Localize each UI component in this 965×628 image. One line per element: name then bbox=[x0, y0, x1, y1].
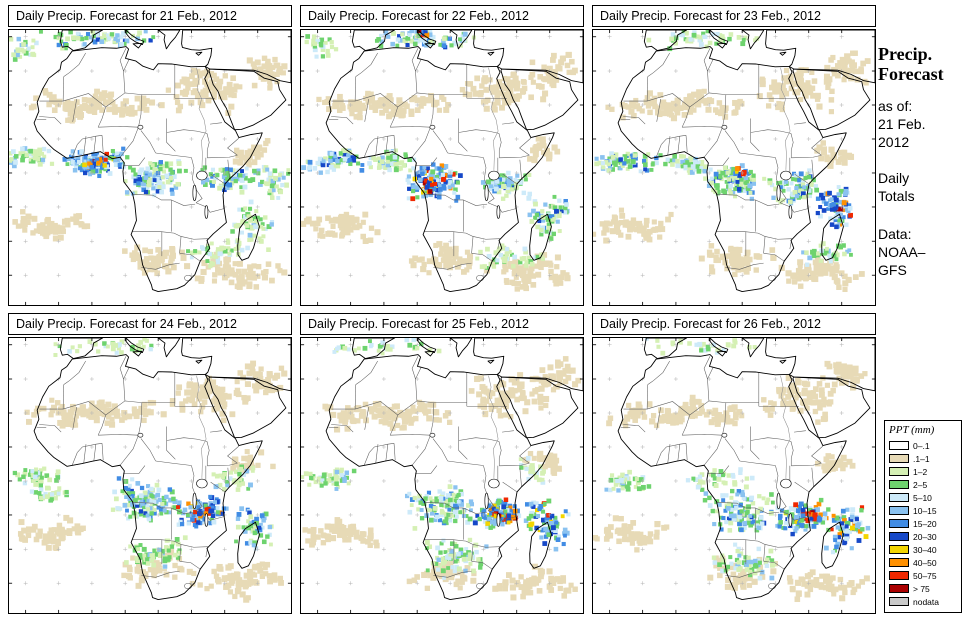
legend-swatch bbox=[889, 571, 909, 580]
legend-swatch bbox=[889, 532, 909, 541]
legend-swatch bbox=[889, 454, 909, 463]
legend-swatch bbox=[889, 597, 909, 606]
legend-label: 15–20 bbox=[913, 518, 937, 529]
legend-swatch bbox=[889, 506, 909, 515]
africa-precip-map-2 bbox=[300, 29, 584, 306]
africa-precip-map-5 bbox=[300, 337, 584, 614]
map-svg bbox=[9, 338, 291, 613]
legend-swatch bbox=[889, 480, 909, 489]
africa-precip-map-1 bbox=[8, 29, 292, 306]
panel-title-3: Daily Precip. Forecast for 23 Feb., 2012 bbox=[592, 5, 876, 27]
figure-title-line2: Forecast bbox=[878, 64, 944, 84]
legend-row: .1–1 bbox=[889, 452, 957, 465]
legend-label: 50–75 bbox=[913, 570, 937, 581]
panel-title-6: Daily Precip. Forecast for 26 Feb., 2012 bbox=[592, 313, 876, 335]
legend-label: nodata bbox=[913, 596, 939, 607]
panel-title-2: Daily Precip. Forecast for 22 Feb., 2012 bbox=[300, 5, 584, 27]
map-svg bbox=[593, 338, 875, 613]
africa-precip-map-3 bbox=[592, 29, 876, 306]
legend-label: 2–5 bbox=[913, 479, 928, 490]
panel-title-1: Daily Precip. Forecast for 21 Feb., 2012 bbox=[8, 5, 292, 27]
legend-label: > 75 bbox=[913, 583, 930, 594]
data-source-line2: GFS bbox=[878, 262, 907, 278]
legend-label: 10–15 bbox=[913, 505, 937, 516]
totals-line2: Totals bbox=[878, 188, 915, 204]
panel-title-4: Daily Precip. Forecast for 24 Feb., 2012 bbox=[8, 313, 292, 335]
legend-row: 30–40 bbox=[889, 543, 957, 556]
legend-swatch bbox=[889, 545, 909, 554]
africa-precip-map-6 bbox=[592, 337, 876, 614]
map-svg bbox=[9, 30, 291, 305]
legend-row: 40–50 bbox=[889, 556, 957, 569]
legend-row: 2–5 bbox=[889, 478, 957, 491]
map-svg bbox=[301, 338, 583, 613]
legend-label: .1–1 bbox=[913, 453, 930, 464]
legend-swatch bbox=[889, 441, 909, 450]
legend-label: 1–2 bbox=[913, 466, 928, 477]
asof-date-line2: 2012 bbox=[878, 134, 910, 150]
legend: PPT (mm) 0–.1 .1–1 1–2 2–5 5–10 10–15 15–20 20–… bbox=[884, 420, 962, 613]
legend-row: 50–75 bbox=[889, 569, 957, 582]
legend-row: 10–15 bbox=[889, 504, 957, 517]
legend-rows: 0–.1 .1–1 1–2 2–5 5–10 10–15 15–20 20–30 30–40 40… bbox=[889, 439, 957, 608]
figure-title-line1: Precip. bbox=[878, 44, 933, 64]
legend-swatch bbox=[889, 493, 909, 502]
panel-title-5: Daily Precip. Forecast for 25 Feb., 2012 bbox=[300, 313, 584, 335]
legend-label: 0–.1 bbox=[913, 440, 930, 451]
legend-title: PPT (mm) bbox=[889, 424, 935, 436]
map-svg bbox=[301, 30, 583, 305]
legend-row: 20–30 bbox=[889, 530, 957, 543]
data-source-line1: NOAA– bbox=[878, 244, 926, 260]
legend-swatch bbox=[889, 584, 909, 593]
legend-row: 1–2 bbox=[889, 465, 957, 478]
legend-row: 5–10 bbox=[889, 491, 957, 504]
legend-swatch bbox=[889, 467, 909, 476]
legend-label: 20–30 bbox=[913, 531, 937, 542]
asof-date-line1: 21 Feb. bbox=[878, 116, 926, 132]
totals-line1: Daily bbox=[878, 170, 910, 186]
data-source-label: Data: bbox=[878, 226, 912, 242]
legend-label: 40–50 bbox=[913, 557, 937, 568]
map-svg bbox=[593, 30, 875, 305]
legend-row: 15–20 bbox=[889, 517, 957, 530]
legend-row: nodata bbox=[889, 595, 957, 608]
africa-precip-map-4 bbox=[8, 337, 292, 614]
legend-row: > 75 bbox=[889, 582, 957, 595]
legend-label: 5–10 bbox=[913, 492, 932, 503]
legend-swatch bbox=[889, 558, 909, 567]
legend-row: 0–.1 bbox=[889, 439, 957, 452]
legend-label: 30–40 bbox=[913, 544, 937, 555]
legend-swatch bbox=[889, 519, 909, 528]
asof-label: as of: bbox=[878, 98, 913, 114]
